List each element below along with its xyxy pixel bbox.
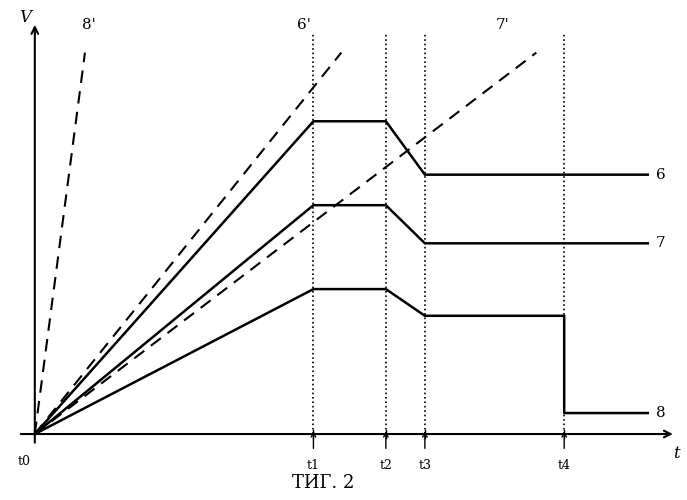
Text: 8: 8	[656, 406, 666, 420]
Text: 8': 8'	[82, 18, 96, 32]
Text: 6: 6	[656, 168, 666, 181]
Text: t2: t2	[379, 459, 392, 472]
Text: V: V	[19, 9, 31, 26]
Text: ΤИГ. 2: ΤИГ. 2	[292, 474, 354, 492]
Text: 7: 7	[656, 236, 666, 250]
Text: 6': 6'	[297, 18, 311, 32]
Text: t: t	[673, 446, 679, 462]
Text: 7': 7'	[496, 18, 510, 32]
Text: t4: t4	[558, 459, 571, 472]
Text: t3: t3	[418, 459, 431, 472]
Text: t1: t1	[307, 459, 320, 472]
Text: t0: t0	[17, 455, 30, 468]
